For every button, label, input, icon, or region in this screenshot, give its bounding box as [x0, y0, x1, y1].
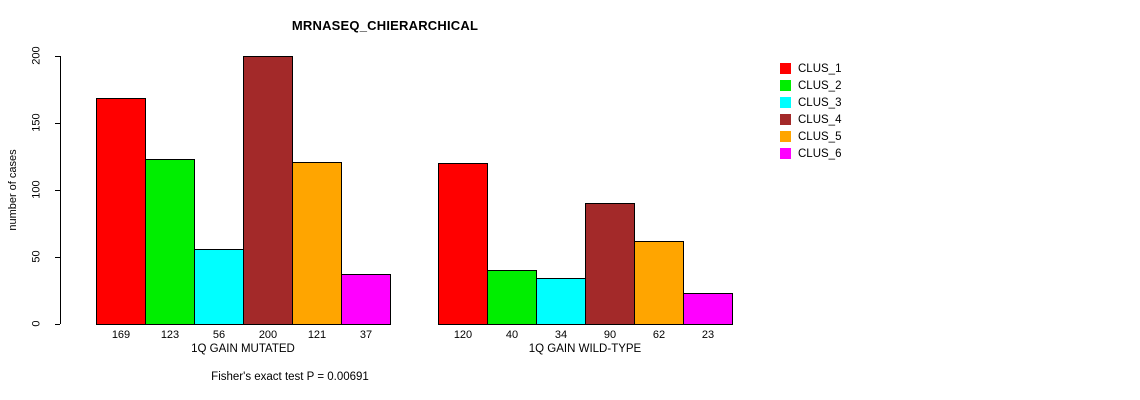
y-axis-tick-label: 0 — [30, 320, 43, 327]
bar-value-label: 121 — [307, 329, 327, 341]
y-axis-tick — [55, 324, 60, 325]
bar — [536, 278, 586, 325]
legend-item-label: CLUS_1 — [798, 62, 842, 75]
bar — [341, 274, 391, 325]
bar-value-label: 90 — [603, 329, 617, 341]
bar — [487, 270, 537, 325]
legend-swatch-icon — [780, 63, 791, 74]
y-axis-tick-label: 100 — [30, 180, 43, 199]
legend-item: CLUS_1 — [780, 60, 841, 77]
bar — [683, 293, 733, 325]
bar-value-label: 40 — [505, 329, 519, 341]
legend-item: CLUS_4 — [780, 111, 841, 128]
legend-item-label: CLUS_5 — [798, 130, 842, 143]
y-axis-title: number of cases — [7, 149, 19, 231]
legend-item-label: CLUS_2 — [798, 79, 842, 92]
bar-value-label: 34 — [554, 329, 568, 341]
y-axis-tick — [55, 190, 60, 191]
bar-value-label: 169 — [111, 329, 131, 341]
legend-swatch-icon — [780, 114, 791, 125]
footnote: Fisher's exact test P = 0.00691 — [0, 371, 1140, 383]
bar — [96, 98, 146, 325]
bar-value-label: 37 — [359, 329, 373, 341]
y-axis-tick-label-wrap: 150 — [18, 113, 52, 131]
y-axis-tick-label: 50 — [30, 250, 43, 263]
legend-item-label: CLUS_3 — [798, 96, 842, 109]
y-axis-tick-label: 150 — [30, 113, 43, 132]
bar-value-label: 200 — [258, 329, 278, 341]
legend-swatch-icon — [780, 148, 791, 159]
y-axis-tick — [55, 123, 60, 124]
legend-swatch-icon — [780, 80, 791, 91]
y-axis-tick-label-wrap: 0 — [18, 318, 52, 330]
bar-value-label: 120 — [453, 329, 473, 341]
legend-swatch-icon — [780, 97, 791, 108]
bar-value-label: 62 — [652, 329, 666, 341]
group-axis-label: 1Q GAIN WILD-TYPE — [528, 343, 642, 355]
bar — [438, 163, 488, 325]
y-axis-tick-label-wrap: 50 — [18, 250, 52, 263]
legend-item: CLUS_2 — [780, 77, 841, 94]
group-axis-label: 1Q GAIN MUTATED — [191, 343, 295, 355]
bar — [243, 56, 293, 325]
legend-item: CLUS_6 — [780, 145, 841, 162]
y-axis-tick-label: 200 — [30, 46, 43, 65]
bar — [292, 162, 342, 325]
bar-value-label: 123 — [160, 329, 180, 341]
footnote-text: Fisher's exact test P = 0.00691 — [211, 371, 369, 383]
y-axis-tick-label-wrap: 100 — [18, 180, 52, 198]
bar-value-label: 23 — [701, 329, 715, 341]
legend-item-label: CLUS_4 — [798, 113, 842, 126]
bar — [194, 249, 244, 325]
chart-title: MRNASEQ_CHIERARCHICAL — [291, 18, 479, 33]
legend-item: CLUS_5 — [780, 128, 841, 145]
bar — [145, 159, 195, 325]
bar-value-label: 56 — [212, 329, 226, 341]
y-axis-tick — [55, 257, 60, 258]
y-axis-tick — [55, 56, 60, 57]
legend: CLUS_1 CLUS_2 CLUS_3 CLUS_4 CLUS_5 CLUS_6 — [780, 60, 841, 162]
bar — [585, 203, 635, 325]
legend-swatch-icon — [780, 131, 791, 142]
legend-item-label: CLUS_6 — [798, 147, 842, 160]
y-axis-line — [60, 56, 61, 324]
y-axis-tick-label-wrap: 200 — [18, 46, 52, 64]
legend-item: CLUS_3 — [780, 94, 841, 111]
bar — [634, 241, 684, 325]
